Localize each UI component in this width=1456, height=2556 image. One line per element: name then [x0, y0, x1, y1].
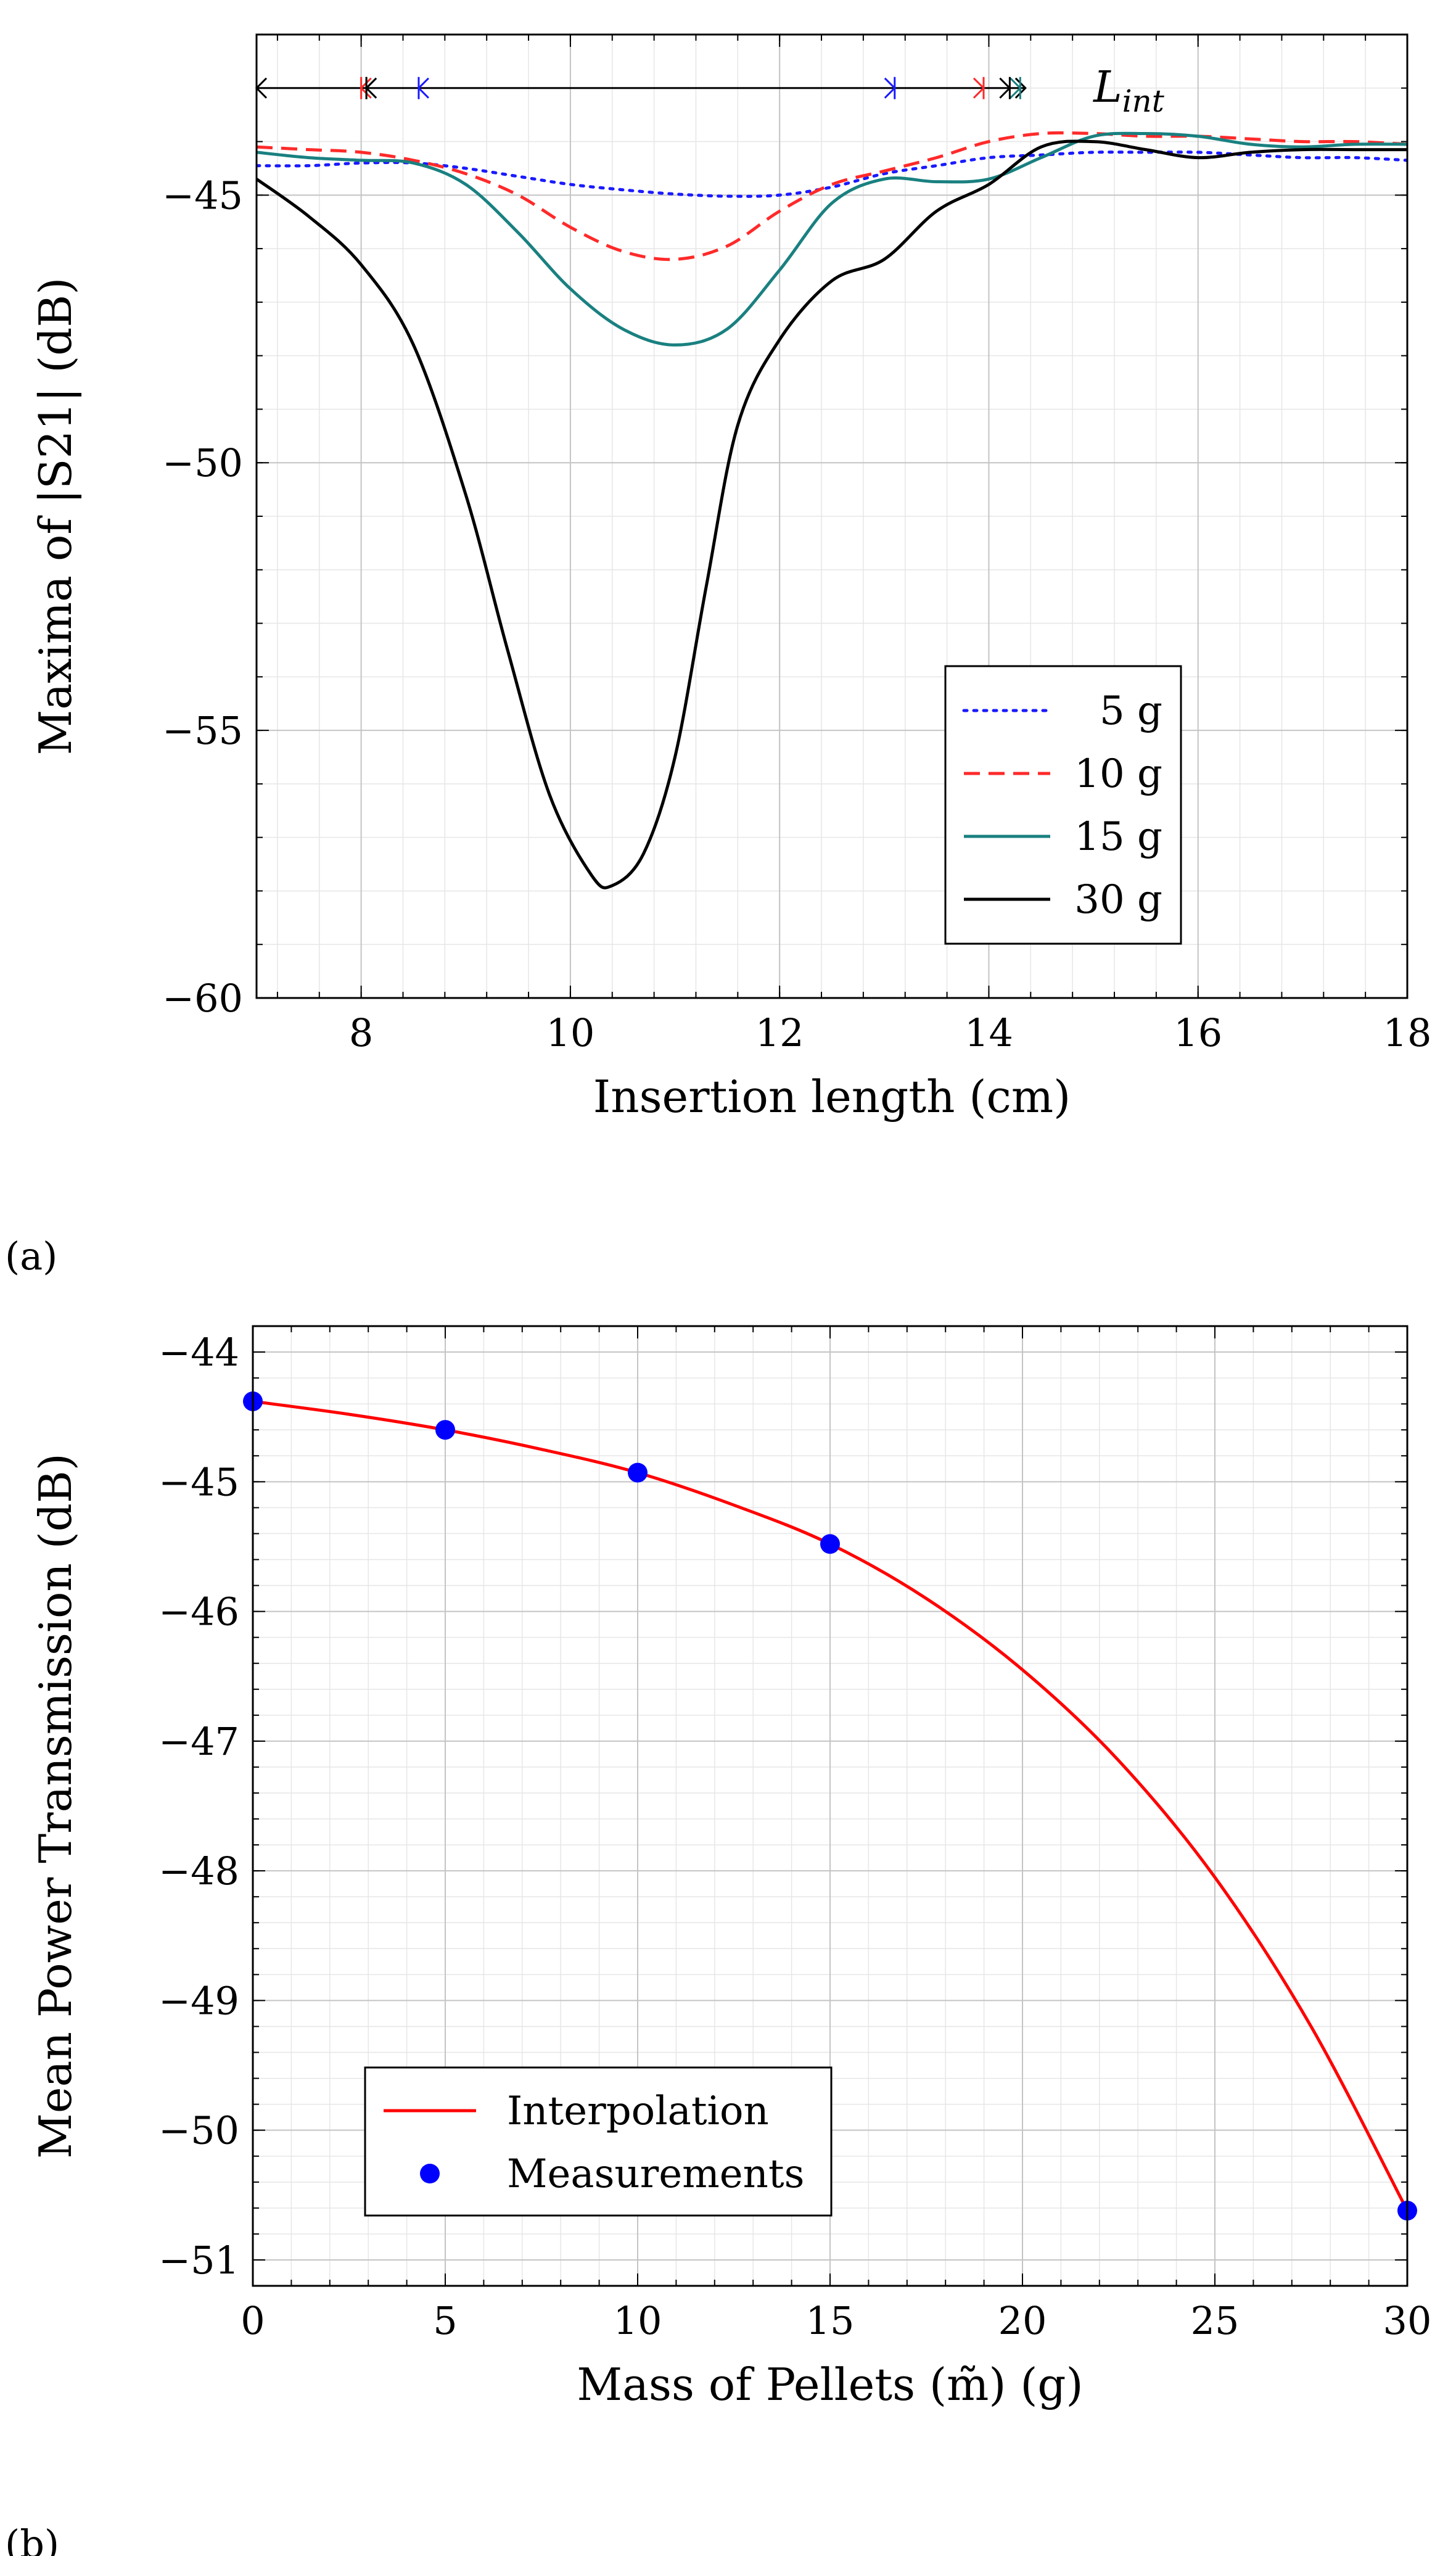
data-point — [820, 1534, 840, 1554]
lint-marker-start-head — [360, 77, 372, 99]
lint-annotation: Lint — [255, 62, 1165, 119]
lint-marker-start-head — [417, 77, 429, 99]
y-tick-label: −46 — [158, 1589, 239, 1635]
legend-entry-label: Measurements — [507, 2151, 804, 2197]
x-tick-label: 8 — [349, 1010, 373, 1055]
plot-frame — [255, 33, 1409, 999]
y-tick-label: −48 — [158, 1849, 239, 1894]
series-line-10-g — [257, 131, 1407, 262]
y-tick-label: −49 — [158, 1978, 239, 2023]
legend-swatch-marker — [420, 2164, 440, 2183]
lint-label-main: L — [1092, 62, 1122, 112]
lint-marker-end-head — [1010, 77, 1022, 99]
series-line-30-g — [257, 139, 1407, 889]
x-axis-label: Mass of Pellets (m̃) (g) — [577, 2359, 1083, 2410]
legend-entry-label: 10 g — [1074, 751, 1162, 797]
y-tick-label: −47 — [158, 1719, 239, 1764]
lint-marker-start-head — [364, 77, 377, 99]
chart-panel-a: 8 10 12 14 16 18 −60 −55 −50 −45 Insertion length … — [5, 33, 1432, 1279]
x-tick-label: 10 — [546, 1010, 594, 1055]
lint-marker-end-head — [884, 77, 896, 99]
legend-entry-label: 5 g — [1100, 688, 1162, 734]
x-tick-label: 20 — [998, 2298, 1047, 2343]
y-tick-label: −45 — [162, 173, 243, 218]
x-tick-label: 30 — [1383, 2298, 1432, 2343]
y-tick-label: −55 — [162, 708, 243, 753]
series-line-interpolation — [253, 1400, 1407, 2212]
minor-grid — [257, 34, 1408, 999]
lint-label-subscript: int — [1122, 83, 1165, 119]
legend-a: 5 g 10 g 15 g 30 g — [944, 665, 1182, 945]
legend-entry-label: 30 g — [1074, 877, 1162, 923]
legend-entry-label: Interpolation — [507, 2088, 769, 2134]
data-point — [435, 1420, 455, 1440]
x-tick-label: 0 — [241, 2298, 265, 2343]
lint-label: Lint — [1092, 62, 1165, 119]
y-axis-label: Maxima of |S21| (dB) — [30, 278, 81, 756]
series-line-15-g — [257, 131, 1407, 347]
plot-area — [257, 131, 1407, 889]
legend-box — [364, 2066, 833, 2217]
x-tick-label: 14 — [964, 1010, 1013, 1055]
lint-marker-end-head — [973, 77, 985, 99]
y-tick-label: −45 — [158, 1459, 239, 1504]
lint-arrowhead — [255, 77, 268, 99]
y-axis-label: Mean Power Transmission (dB) — [30, 1453, 81, 2159]
lint-arrowhead — [1014, 77, 1027, 99]
x-tick-label: 5 — [433, 2298, 457, 2343]
x-tick-label: 12 — [755, 1010, 804, 1055]
plot-area — [253, 1400, 1407, 2212]
x-axis-label: Insertion length (cm) — [593, 1071, 1071, 1123]
data-point — [628, 1462, 648, 1483]
axis-ticks — [252, 1325, 1408, 2286]
x-tick-label: 16 — [1174, 1010, 1222, 1055]
y-tick-label: −50 — [162, 440, 243, 485]
x-tick-label: 10 — [614, 2298, 662, 2343]
legend-b: Interpolation Measurements — [364, 2066, 833, 2217]
x-tick-label: 15 — [806, 2298, 855, 2343]
x-tick-label: 25 — [1191, 2298, 1240, 2343]
panel-label: (a) — [5, 1234, 57, 1279]
lint-marker-end-head — [999, 77, 1011, 99]
legend-box — [944, 665, 1182, 945]
y-tick-label: −50 — [158, 2108, 239, 2153]
y-tick-label: −51 — [158, 2238, 239, 2283]
y-tick-label: −60 — [162, 976, 243, 1021]
panel-label: (b) — [5, 2521, 59, 2556]
x-tick-label: 18 — [1383, 1010, 1432, 1055]
plot-frame — [252, 1325, 1409, 2287]
y-tick-label: −44 — [158, 1330, 239, 1375]
chart-panel-b: 0 5 10 15 20 25 30 −51 −50 −49 −48 −47 −46 −45 −44 Mass… — [5, 1325, 1432, 2556]
legend-entry-label: 15 g — [1074, 814, 1162, 860]
series-line-5-g — [257, 150, 1407, 198]
